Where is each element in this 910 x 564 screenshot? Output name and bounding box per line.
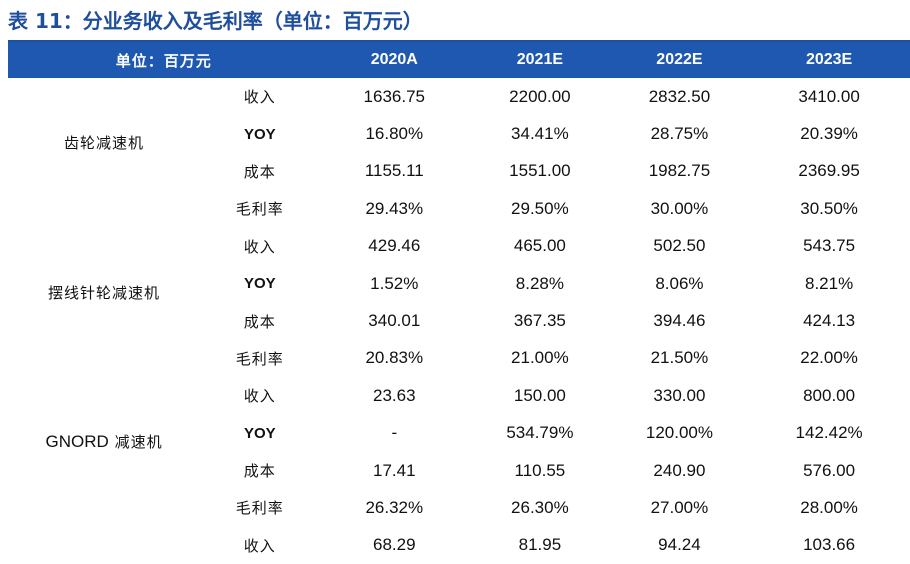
value-cell: 21.00%	[511, 348, 569, 368]
metric-label: YOY	[243, 424, 276, 442]
table-row: YOY - 534.79% 120.00% 142.42%	[8, 415, 910, 452]
value-cell: 23.63	[373, 385, 416, 405]
table-row: GNORD 减速机 收入 23.63 150.00 330.00 800.00	[8, 377, 910, 452]
metric-label: 收入	[243, 387, 276, 406]
value-cell: 8.28%	[515, 273, 564, 293]
value-cell: 110.55	[514, 460, 566, 480]
value-cell: 30.00%	[650, 198, 709, 218]
table-row: YOY 1.52% 8.28% 8.06% 8.21%	[8, 265, 910, 302]
value-cell: 3410.00	[798, 86, 860, 106]
table-row: 齿轮减速机 收入 1636.75 2200.00 2832.50 3410.00	[8, 78, 910, 153]
segment-name: 摆线针轮减速机	[48, 283, 161, 302]
table-row: 成本 17.41 110.55 240.90 576.00	[8, 452, 910, 489]
year-header: 2022E	[610, 42, 749, 78]
value-cell: 2832.50	[648, 86, 711, 106]
title-divider	[8, 40, 910, 42]
value-cell: 2369.95	[798, 161, 860, 181]
value-cell: 20.83%	[365, 348, 424, 368]
segment-name: GNORD 减速机	[45, 432, 163, 452]
value-cell: 94.24	[658, 535, 701, 555]
value-cell: 1551.00	[509, 161, 571, 181]
year-header: 2021E	[469, 42, 611, 78]
value-cell: 367.35	[513, 311, 566, 331]
metric-label: YOY	[243, 275, 276, 293]
metric-label: 收入	[243, 88, 276, 107]
value-cell: 29.43%	[365, 198, 424, 218]
metric-label: 收入	[243, 237, 276, 256]
metric-label: 收入	[243, 536, 276, 555]
segment-name: 齿轮减速机	[64, 134, 145, 153]
metric-label: 成本	[243, 312, 276, 331]
value-cell: 1982.75	[648, 161, 711, 181]
table-row: 成本 1155.11 1551.00 1982.75 2369.95	[8, 153, 910, 190]
value-cell: 142.42%	[795, 423, 863, 443]
value-cell: 16.80%	[365, 124, 424, 144]
value-cell: 1155.11	[364, 161, 424, 181]
value-cell: 22.00%	[800, 348, 858, 368]
table-row: 成本 340.01 367.35 394.46 424.13	[8, 302, 910, 339]
value-cell: 800.00	[803, 385, 856, 405]
value-cell: 534.79%	[506, 423, 574, 443]
value-cell: 424.13	[803, 311, 856, 331]
metric-label: 毛利率	[235, 349, 284, 368]
value-cell: 576.00	[803, 460, 856, 480]
value-cell: 394.46	[653, 311, 706, 331]
value-cell: 81.95	[518, 535, 562, 555]
value-cell: 1.52%	[370, 273, 419, 293]
value-cell: 465.00	[513, 236, 566, 256]
value-cell: 28.75%	[650, 124, 709, 144]
metric-label: YOY	[243, 125, 276, 143]
metric-label: 成本	[243, 462, 276, 481]
segment-revenue-table: 单位：百万元 2020A 2021E 2022E 2023E 齿轮减速机 收入 …	[8, 42, 910, 564]
value-cell: 34.41%	[511, 124, 569, 144]
table-row: 摆线针轮减速机 收入 429.46 465.00 502.50 543.75	[8, 228, 910, 302]
segment-name	[8, 527, 200, 564]
value-cell: 330.00	[653, 385, 706, 405]
year-header: 2020A	[319, 42, 470, 78]
value-cell: 150.00	[513, 385, 566, 405]
value-cell: 1636.75	[363, 86, 425, 106]
value-cell: 340.01	[368, 311, 421, 331]
value-cell: 8.06%	[655, 273, 704, 293]
value-cell: 8.21%	[804, 273, 854, 293]
value-cell: 429.46	[368, 236, 421, 256]
header-row: 单位：百万元 2020A 2021E 2022E 2023E	[8, 42, 910, 78]
table-row: 毛利率 20.83% 21.00% 21.50% 22.00%	[8, 340, 910, 377]
value-cell: -	[391, 423, 398, 443]
value-cell: 28.00%	[800, 497, 858, 517]
value-cell: 30.50%	[800, 198, 858, 218]
value-cell: 2200.00	[509, 86, 571, 106]
year-header: 2023E	[748, 42, 910, 78]
value-cell: 120.00%	[645, 423, 713, 443]
unit-header: 单位：百万元	[8, 42, 320, 78]
value-cell: 240.90	[653, 460, 706, 480]
value-cell: 20.39%	[800, 124, 858, 144]
value-cell: 26.30%	[511, 497, 569, 517]
metric-label: 毛利率	[235, 499, 284, 518]
table-row: 毛利率 29.43% 29.50% 30.00% 30.50%	[8, 190, 910, 227]
metric-label: 成本	[243, 162, 276, 181]
table-row: 收入 68.29 81.95 94.24 103.66	[8, 527, 910, 564]
table-row: YOY 16.80% 34.41% 28.75% 20.39%	[8, 115, 910, 152]
table-row: 毛利率 26.32% 26.30% 27.00% 28.00%	[8, 489, 910, 526]
value-cell: 26.32%	[365, 497, 424, 517]
value-cell: 17.41	[373, 460, 416, 480]
value-cell: 29.50%	[511, 198, 569, 218]
value-cell: 27.00%	[650, 497, 709, 517]
table-title: 表 11：分业务收入及毛利率（单位：百万元）	[8, 9, 423, 33]
value-cell: 21.50%	[650, 348, 709, 368]
value-cell: 502.50	[653, 236, 706, 256]
metric-label: 毛利率	[235, 200, 284, 219]
value-cell: 68.29	[373, 535, 416, 555]
value-cell: 543.75	[803, 236, 856, 256]
value-cell: 103.66	[803, 535, 856, 555]
